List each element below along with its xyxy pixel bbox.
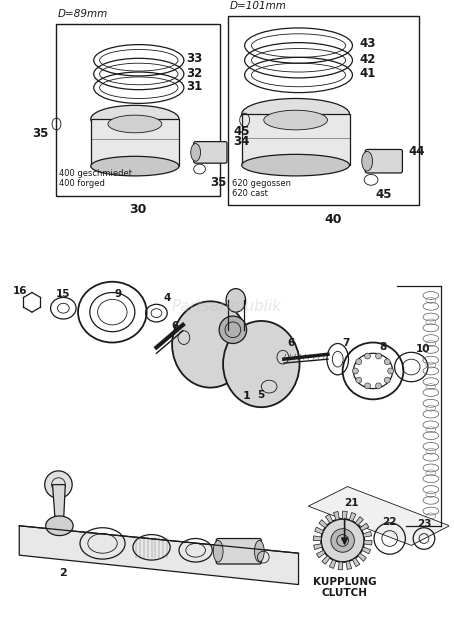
Circle shape (365, 353, 370, 359)
Text: 620 cast: 620 cast (232, 189, 268, 198)
Polygon shape (338, 562, 343, 570)
Text: 620 gegossen: 620 gegossen (232, 179, 291, 189)
Circle shape (321, 519, 364, 562)
Ellipse shape (264, 110, 327, 130)
Text: 35: 35 (210, 176, 227, 189)
Bar (55, 24, 220, 196)
Text: CLUTCH: CLUTCH (321, 589, 368, 598)
Text: 21: 21 (345, 498, 359, 508)
Ellipse shape (172, 301, 248, 387)
Text: 31: 31 (186, 80, 202, 93)
Circle shape (356, 359, 362, 364)
Polygon shape (19, 526, 299, 585)
Polygon shape (349, 513, 356, 521)
Text: 44: 44 (408, 145, 425, 158)
Text: 43: 43 (359, 37, 375, 50)
Text: D=89mm: D=89mm (58, 9, 108, 19)
FancyBboxPatch shape (194, 141, 227, 163)
Circle shape (45, 471, 72, 498)
Circle shape (219, 316, 247, 343)
Polygon shape (362, 547, 370, 554)
Polygon shape (315, 527, 323, 534)
Ellipse shape (226, 289, 246, 312)
Ellipse shape (191, 143, 201, 161)
Ellipse shape (242, 154, 350, 176)
FancyBboxPatch shape (365, 150, 402, 173)
Text: 45: 45 (234, 125, 250, 138)
Text: 7: 7 (343, 338, 350, 348)
Ellipse shape (91, 156, 179, 176)
Text: 42: 42 (359, 53, 375, 66)
Bar (91, 119, 179, 166)
Circle shape (385, 377, 390, 383)
Text: 10: 10 (416, 345, 431, 354)
Text: 6: 6 (172, 321, 179, 331)
Circle shape (385, 359, 390, 364)
Polygon shape (334, 512, 339, 520)
Polygon shape (364, 540, 372, 545)
Text: 45: 45 (375, 188, 391, 201)
Ellipse shape (242, 99, 350, 130)
Polygon shape (343, 511, 347, 519)
Text: 400 forged: 400 forged (59, 179, 105, 189)
Text: 34: 34 (233, 135, 249, 148)
Polygon shape (53, 485, 65, 526)
Text: 4: 4 (163, 294, 171, 303)
Text: 400 geschmiedet: 400 geschmiedet (59, 169, 133, 178)
Polygon shape (355, 517, 364, 526)
Circle shape (375, 353, 381, 359)
Text: 22: 22 (382, 517, 397, 527)
Polygon shape (326, 514, 333, 523)
Text: 2: 2 (59, 568, 67, 578)
Circle shape (365, 383, 370, 389)
Text: D=101mm: D=101mm (230, 1, 287, 11)
Polygon shape (363, 531, 372, 537)
Ellipse shape (91, 105, 179, 132)
Text: 30: 30 (129, 203, 147, 216)
Polygon shape (322, 555, 330, 564)
Polygon shape (319, 520, 327, 528)
Text: 1: 1 (243, 391, 251, 401)
Text: 35: 35 (32, 127, 49, 140)
Circle shape (375, 383, 381, 389)
Text: 15: 15 (56, 289, 70, 299)
Ellipse shape (254, 540, 264, 562)
Circle shape (356, 377, 362, 383)
Bar (242, 114, 350, 165)
Text: 33: 33 (186, 52, 202, 65)
Text: 41: 41 (359, 68, 375, 80)
Text: 16: 16 (13, 285, 27, 296)
Text: 40: 40 (325, 213, 342, 225)
Text: 9: 9 (115, 289, 122, 299)
Ellipse shape (46, 516, 73, 536)
Ellipse shape (223, 321, 300, 407)
Circle shape (331, 529, 355, 552)
Polygon shape (346, 561, 352, 569)
Ellipse shape (213, 540, 223, 562)
Text: KUPPLUNG: KUPPLUNG (313, 576, 376, 587)
Ellipse shape (362, 152, 373, 171)
Polygon shape (314, 544, 322, 550)
Text: 32: 32 (186, 66, 202, 80)
Polygon shape (360, 523, 369, 531)
FancyBboxPatch shape (216, 538, 262, 564)
Circle shape (352, 368, 358, 374)
Polygon shape (358, 553, 366, 561)
Polygon shape (313, 536, 321, 540)
Polygon shape (352, 558, 360, 567)
Text: 23: 23 (417, 519, 431, 529)
Polygon shape (329, 560, 336, 568)
Bar (228, 16, 419, 205)
Text: Partsärepublik: Partsärepublik (172, 299, 282, 313)
Polygon shape (316, 550, 325, 558)
Text: 8: 8 (379, 343, 386, 352)
Text: 6: 6 (288, 338, 295, 348)
Polygon shape (308, 487, 449, 545)
Circle shape (388, 368, 394, 374)
Ellipse shape (108, 115, 162, 132)
Text: 5: 5 (257, 390, 264, 401)
